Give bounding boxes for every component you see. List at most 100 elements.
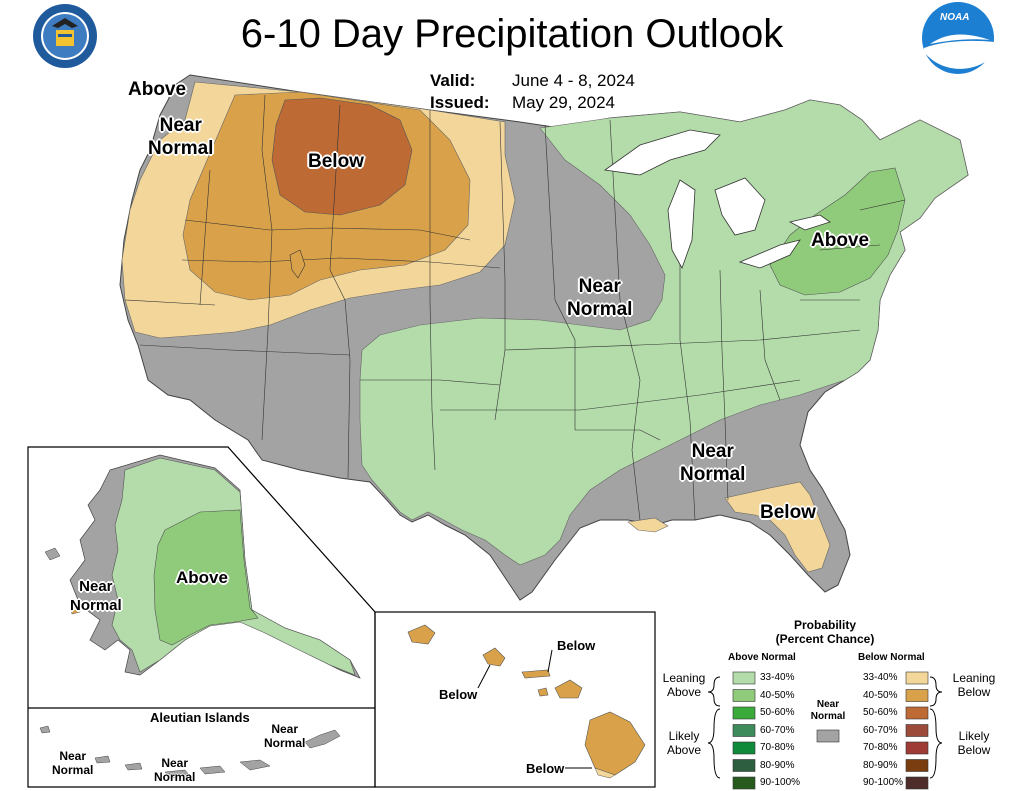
label-ak-normal: Normal [70, 597, 122, 614]
aleutian-islands-shapes [39, 725, 341, 779]
legend-leaning-below-2: Below [957, 685, 991, 699]
legend-swatch-above-4 [732, 741, 756, 755]
label-se-near: Near [691, 441, 734, 462]
label-hi-below-1: Below [557, 638, 596, 653]
label-nw-near-normal: Near Normal [148, 114, 213, 160]
legend-label-below-2: 50-60% [863, 707, 898, 718]
label-fl-below: Below [760, 502, 816, 523]
legend-label-above-2: 50-60% [760, 707, 795, 718]
legend-title: Probability (Percent Chance) [755, 618, 895, 646]
legend-swatches [732, 671, 929, 790]
kauai [407, 624, 436, 645]
legend-swatch-below-3 [905, 724, 929, 737]
alaska-above-40-region [153, 509, 259, 646]
label-ne-above: Above [811, 230, 870, 251]
legend-swatch-above-6 [732, 776, 756, 790]
legend-swatch-below-0 [905, 671, 929, 685]
legend-swatch-above-5 [732, 759, 756, 772]
big-island [584, 711, 646, 776]
legend-swatch-above-3 [732, 724, 756, 737]
page-title: 6-10 Day Precipitation Outlook [240, 12, 784, 56]
legend-title-line1: Probability [793, 618, 856, 632]
legend-swatch-above-1 [732, 689, 756, 702]
legend-swatch-above-0 [732, 671, 756, 685]
legend-near-normal-label: Near Normal [808, 699, 848, 723]
legend-above-header: Above Normal [728, 652, 796, 663]
lake-michigan [667, 179, 696, 269]
legend-label-above-4: 70-80% [760, 742, 795, 753]
label-se-near-normal: Near Normal [680, 440, 745, 486]
legend-swatch-below-5 [905, 759, 929, 772]
legend-label-below-3: 60-70% [863, 724, 898, 736]
valid-label: Valid: [430, 71, 476, 90]
legend-swatch-below-1 [905, 689, 929, 702]
oahu [482, 647, 506, 667]
legend-label-above-5: 80-90% [760, 759, 795, 771]
legend-likely-below: Likely Below [946, 729, 1002, 757]
legend-label-below-4: 70-80% [863, 742, 898, 753]
molokai [521, 669, 551, 679]
legend-likely-above-2: Above [666, 743, 702, 757]
state-boundaries [124, 94, 906, 521]
label-nw-near: Near [159, 115, 202, 136]
valid-dates: June 4 - 8, 2024 [512, 71, 635, 90]
conus-above-40-region [769, 167, 906, 296]
legend-swatch-below-4 [905, 741, 929, 755]
label-north-below: Below [308, 151, 364, 172]
legend-label-below-5: 80-90% [863, 759, 898, 771]
label-hi-below-3: Below [526, 761, 565, 776]
label-aleutian-title: Aleutian Islands [150, 710, 250, 725]
label-se-normal: Normal [680, 464, 746, 485]
lake-ontario [788, 214, 831, 231]
legend-label-above-1: 40-50% [760, 689, 795, 701]
label-ak-near-normal: Near Normal [70, 577, 122, 615]
hawaii-inset [374, 611, 656, 788]
label-al-normal2: Normal [154, 770, 196, 784]
alaska-inset [27, 446, 376, 788]
legend-leaning-below-1: Leaning [952, 671, 996, 685]
label-hi-below-2: Below [439, 687, 478, 702]
validity-block: Valid: June 4 - 8, 2024 Issued: May 29, 20… [430, 70, 635, 114]
label-al-near3: Near [271, 722, 299, 736]
alaska-west-islet [69, 601, 81, 615]
label-nw-normal: Normal [148, 138, 214, 159]
great-salt-lake [289, 249, 306, 279]
issued-label: Issued: [430, 93, 490, 112]
legend-title-line2: (Percent Chance) [775, 632, 875, 646]
noaa-logo-text: NOAA [940, 12, 970, 23]
legend-label-below-0: 33-40% [863, 672, 898, 683]
lake-huron [714, 177, 766, 236]
label-nw-above: Above [128, 79, 187, 100]
issued-date: May 29, 2024 [512, 93, 616, 112]
legend-likely-above: Likely Above [660, 729, 708, 757]
legend-label-above-0: 33-40% [760, 672, 795, 683]
label-ak-near: Near [79, 578, 113, 595]
alaska-west-island [44, 547, 61, 561]
label-al-near2: Near [161, 756, 189, 770]
gulf-coast-below-region [627, 517, 669, 533]
label-al-near1: Near [59, 749, 87, 763]
legend-label-below-6: 90-100% [863, 777, 904, 788]
legend-likely-below-1: Likely [958, 729, 990, 743]
legend-leaning-above-2: Above [666, 685, 702, 699]
legend-label-above-3: 60-70% [760, 724, 795, 736]
noaa-logo [922, 2, 994, 74]
label-al-near-normal-3: Near Normal [264, 722, 305, 750]
label-mid-normal: Normal [567, 299, 633, 320]
legend-near-normal-swatch [816, 729, 840, 743]
legend-swatch-below-6 [905, 776, 929, 790]
label-mid-near-normal: Near Normal [567, 275, 632, 321]
conus-below-50-region [271, 97, 413, 216]
legend-label-above-6: 90-100% [760, 777, 801, 788]
legend-likely-below-2: Below [957, 743, 991, 757]
great-lakes [603, 129, 831, 269]
legend-leaning-above-1: Leaning [662, 671, 706, 685]
label-al-near-normal-1: Near Normal [52, 749, 93, 777]
big-island-south-tip [594, 767, 616, 779]
florida-below-region [724, 481, 831, 573]
legend-label-below-1: 40-50% [863, 689, 898, 701]
label-al-near-normal-2: Near Normal [154, 756, 195, 784]
label-ak-above: Above [176, 568, 228, 587]
